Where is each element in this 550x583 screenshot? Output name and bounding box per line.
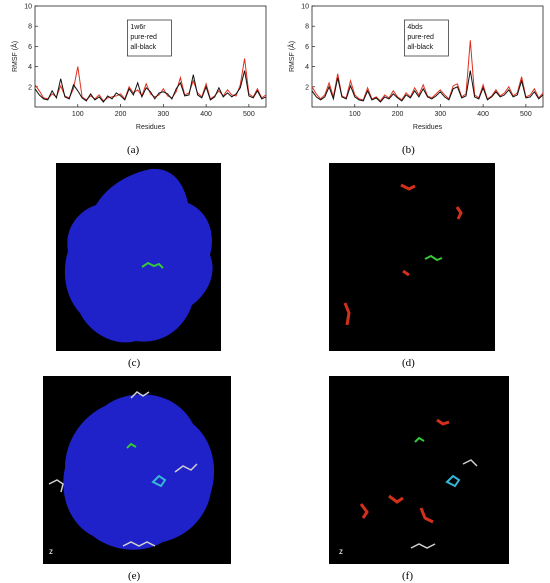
y-axis-label: RMSF (Å) (287, 41, 296, 72)
legend-entry: pure-red (130, 34, 157, 41)
plot-frame (311, 5, 544, 108)
y-tick-label: 6 (305, 44, 309, 51)
ligand-sticks-f (410, 459, 478, 549)
protein-surface-image-c (56, 163, 221, 351)
legend-box (404, 19, 449, 57)
series-line-pure-red (34, 58, 267, 102)
ligand-sticks-e (48, 391, 198, 547)
x-tick-label: 200 (392, 111, 404, 118)
x-axis-label: Residues (136, 124, 166, 131)
plot-frame (34, 5, 267, 108)
y-tick-label: 4 (305, 64, 309, 71)
caption-e: (e) (128, 570, 141, 582)
series-line-all-black (311, 70, 544, 103)
legend-entry: pure-red (407, 34, 434, 41)
protein-surface-render-e: z (48, 391, 215, 556)
x-tick-label: 500 (243, 111, 255, 118)
protein-sticks-image-d (329, 163, 495, 351)
protein-surface-blob (64, 168, 213, 343)
legend-entry: 1w6r (130, 24, 146, 31)
y-tick-label: 2 (28, 84, 32, 91)
ligand-cyan-f (445, 474, 461, 488)
ligand-green (141, 261, 164, 269)
caption-c: (c) (128, 357, 141, 369)
caption-a: (a) (127, 144, 140, 156)
x-tick-label: 300 (434, 111, 446, 118)
x-tick-label: 400 (477, 111, 489, 118)
ligand-green-d (424, 254, 443, 262)
y-tick-label: 10 (301, 4, 309, 11)
y-tick-label: 8 (28, 24, 32, 31)
x-tick-label: 400 (200, 111, 212, 118)
x-tick-label: 100 (72, 111, 84, 118)
rmsf-chart-a: 2 4 6 8 10 100 200 300 400 500 Residues RMSF (Å) 1w6… (5, 2, 270, 139)
axis-label-e: z (49, 547, 53, 556)
red-residue-sticks (343, 183, 463, 326)
legend-entry: all-black (130, 44, 156, 51)
y-tick-label: 8 (305, 24, 309, 31)
rmsf-chart-b-svg: 2 4 6 8 10 100 200 300 400 500 Residues RMSF (Å) 4bd… (287, 4, 544, 131)
y-axis-label: RMSF (Å) (10, 41, 19, 72)
x-axis-label: Residues (413, 124, 443, 131)
ligand-cyan-e (151, 474, 167, 488)
legend-entry: all-black (407, 44, 433, 51)
y-tick-label: 10 (24, 4, 32, 11)
y-tick-label: 4 (28, 64, 32, 71)
rmsf-chart-b: 2 4 6 8 10 100 200 300 400 500 Residues RMSF (Å) 4bd… (282, 2, 547, 139)
y-tick-label: 6 (28, 44, 32, 51)
ligand-green-f (414, 436, 425, 443)
x-tick-label: 100 (349, 111, 361, 118)
caption-d: (d) (402, 357, 415, 369)
caption-b: (b) (402, 144, 415, 156)
series-line-all-black (34, 70, 267, 103)
protein-surface-image-e: z (43, 376, 231, 564)
axis-label-f: z (339, 547, 343, 556)
y-tick-label: 2 (305, 84, 309, 91)
protein-sticks-render-d (343, 183, 463, 326)
red-residue-sticks-f (359, 418, 450, 524)
legend-box (127, 19, 172, 57)
rmsf-chart-a-svg: 2 4 6 8 10 100 200 300 400 500 Residues RMSF (Å) 1w6… (10, 4, 267, 131)
protein-surface-render-c (64, 168, 213, 343)
protein-sticks-image-f: z (329, 376, 509, 564)
x-tick-label: 500 (520, 111, 532, 118)
legend-entry: 4bds (407, 24, 423, 31)
x-tick-label: 200 (115, 111, 127, 118)
protein-sticks-render-f: z (339, 418, 478, 556)
caption-f: (f) (402, 570, 413, 582)
protein-surface-blob-e (63, 394, 215, 550)
x-tick-label: 300 (157, 111, 169, 118)
ligand-green-e (126, 442, 137, 449)
